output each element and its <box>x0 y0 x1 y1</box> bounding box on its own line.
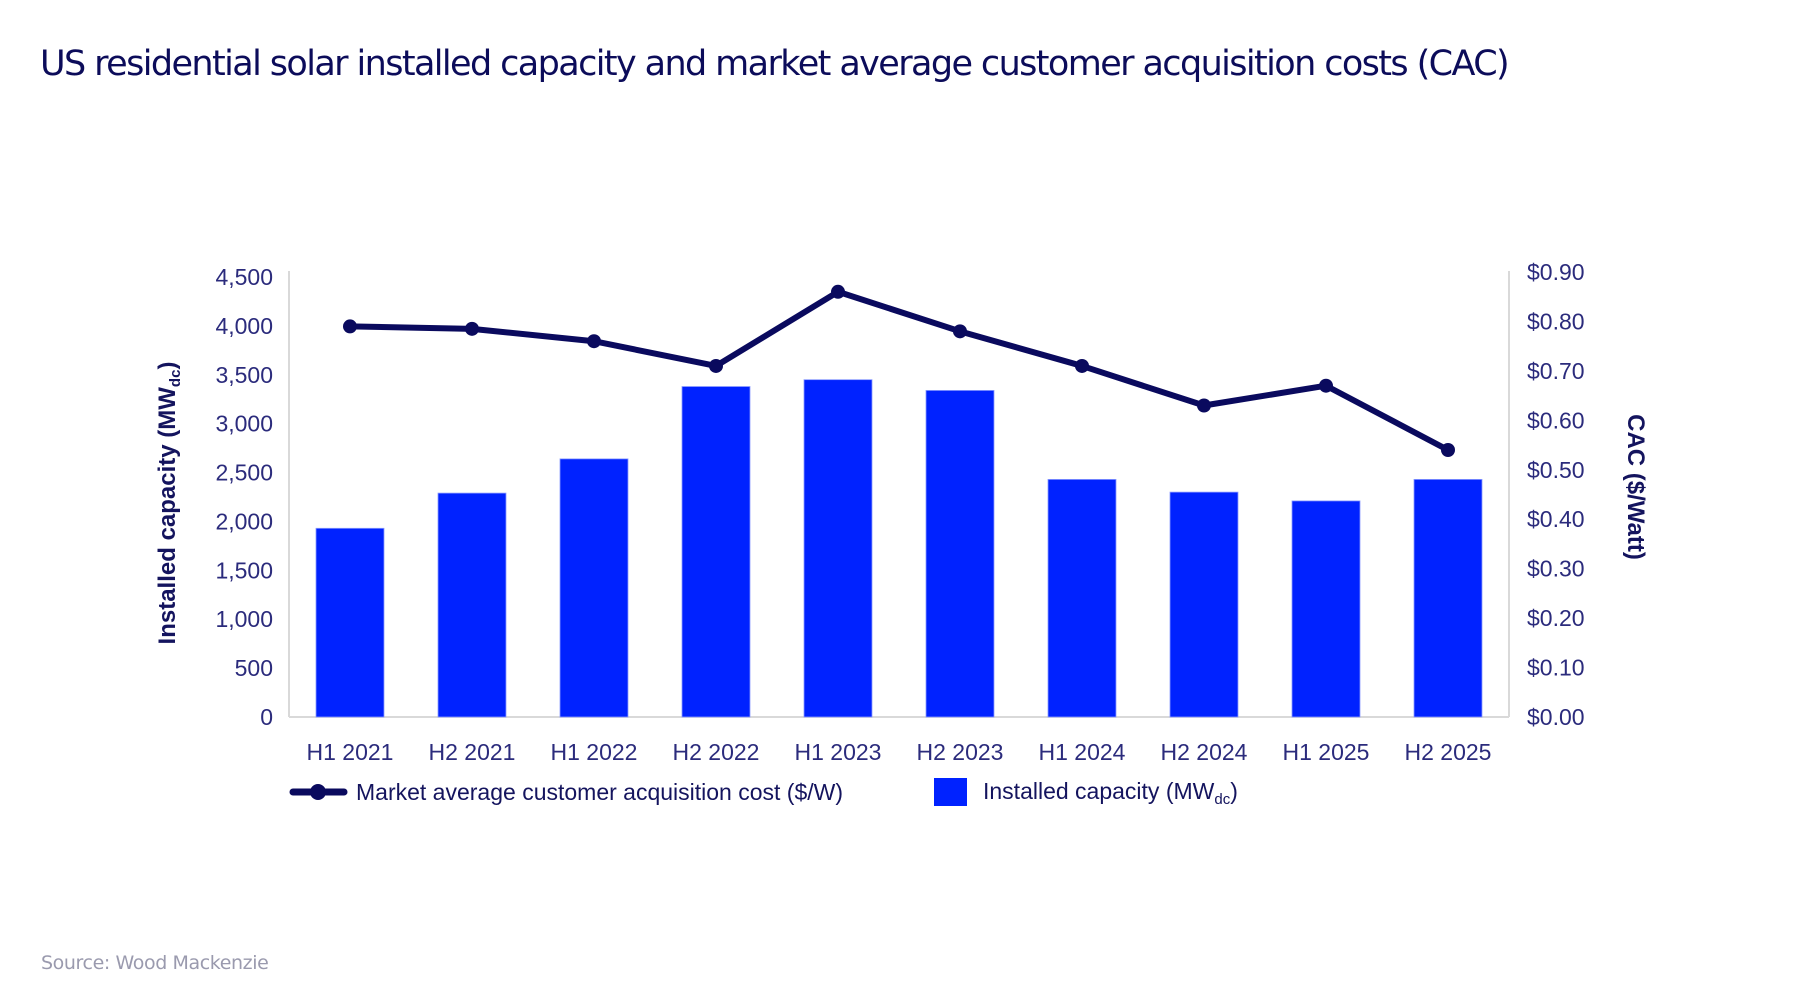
cac-point-h2-2025 <box>1441 443 1455 457</box>
cac-point-h2-2022 <box>709 358 723 373</box>
left-tick-label: 500 <box>235 655 273 681</box>
x-tick-label: H2 2024 <box>1161 739 1248 765</box>
chart-title: US residential solar installed capacity … <box>40 44 1510 84</box>
x-tick-label: H2 2022 <box>673 739 760 765</box>
x-tick-label: H1 2023 <box>795 739 882 765</box>
x-tick-label: H1 2022 <box>551 739 638 765</box>
right-tick-label: $0.20 <box>1527 605 1585 631</box>
x-tick-label: H2 2023 <box>917 739 1004 765</box>
left-tick-label: 1,000 <box>215 606 273 632</box>
cac-point-h2-2021 <box>465 321 479 336</box>
bar-h2-2025 <box>1413 478 1483 718</box>
x-tick-label: H1 2025 <box>1283 739 1370 765</box>
cac-point-h1-2023 <box>831 284 845 299</box>
line-series <box>343 284 1455 457</box>
cac-line <box>349 288 1450 453</box>
bar-series <box>315 379 1483 718</box>
right-tick-label: $0.30 <box>1527 556 1585 582</box>
cac-point-h1-2024 <box>1075 358 1089 373</box>
cac-point-h1-2021 <box>343 319 357 334</box>
bar-h2-2024 <box>1169 491 1239 718</box>
bar-h1-2025 <box>1291 500 1361 718</box>
left-tick-label: 0 <box>260 704 273 730</box>
left-tick-label: 1,500 <box>215 557 273 583</box>
legend-label-cac: Market average customer acquisition cost… <box>356 779 843 805</box>
bar-h1-2021 <box>315 527 385 718</box>
bar-h1-2022 <box>559 458 629 718</box>
bar-h2-2023 <box>925 390 995 718</box>
left-tick-label: 3,000 <box>215 411 273 437</box>
left-tick-label: 3,500 <box>215 362 273 388</box>
left-tick-label: 2,000 <box>215 508 273 534</box>
bar-h1-2024 <box>1047 478 1117 718</box>
right-tick-label: $0.40 <box>1527 506 1585 532</box>
legend-marker-icon <box>310 784 326 800</box>
x-tick-label: H2 2021 <box>429 739 516 765</box>
right-tick-label: $0.60 <box>1527 407 1585 433</box>
left-tick-label: 4,000 <box>215 313 273 339</box>
x-tick-label: H2 2025 <box>1405 739 1492 765</box>
legend-label-capacity: Installed capacity (MWdc) <box>983 778 1238 808</box>
bar-h1-2023 <box>803 379 873 718</box>
bar-h2-2021 <box>437 492 507 718</box>
cac-point-h1-2022 <box>587 334 601 349</box>
tick-labels: 0 500 1,000 1,500 2,000 2,500 3,000 3,500 4,000 4… <box>154 259 1649 765</box>
cac-point-h2-2024 <box>1197 398 1211 413</box>
cac-point-h2-2023 <box>953 324 967 339</box>
bar-h2-2022 <box>681 386 751 718</box>
left-tick-label: 4,500 <box>215 264 273 290</box>
right-tick-label: $0.10 <box>1527 655 1585 681</box>
cac-point-h1-2025 <box>1319 378 1333 393</box>
legend-bar-icon <box>934 778 967 806</box>
right-tick-label: $0.50 <box>1527 457 1585 483</box>
right-tick-label: $0.80 <box>1527 308 1585 334</box>
right-tick-label: $0.90 <box>1527 259 1585 285</box>
right-tick-label: $0.00 <box>1527 704 1585 730</box>
left-tick-label: 2,500 <box>215 460 273 486</box>
right-tick-label: $0.70 <box>1527 358 1585 384</box>
x-tick-label: H1 2024 <box>1039 739 1126 765</box>
source-note: Source: Wood Mackenzie <box>41 952 269 974</box>
right-axis-title: CAC ($/Watt) <box>1622 414 1649 560</box>
x-tick-label: H1 2021 <box>307 739 394 765</box>
legend: Market average customer acquisition cost… <box>289 778 1238 808</box>
left-axis-title: Installed capacity (MWdc) <box>154 362 184 645</box>
